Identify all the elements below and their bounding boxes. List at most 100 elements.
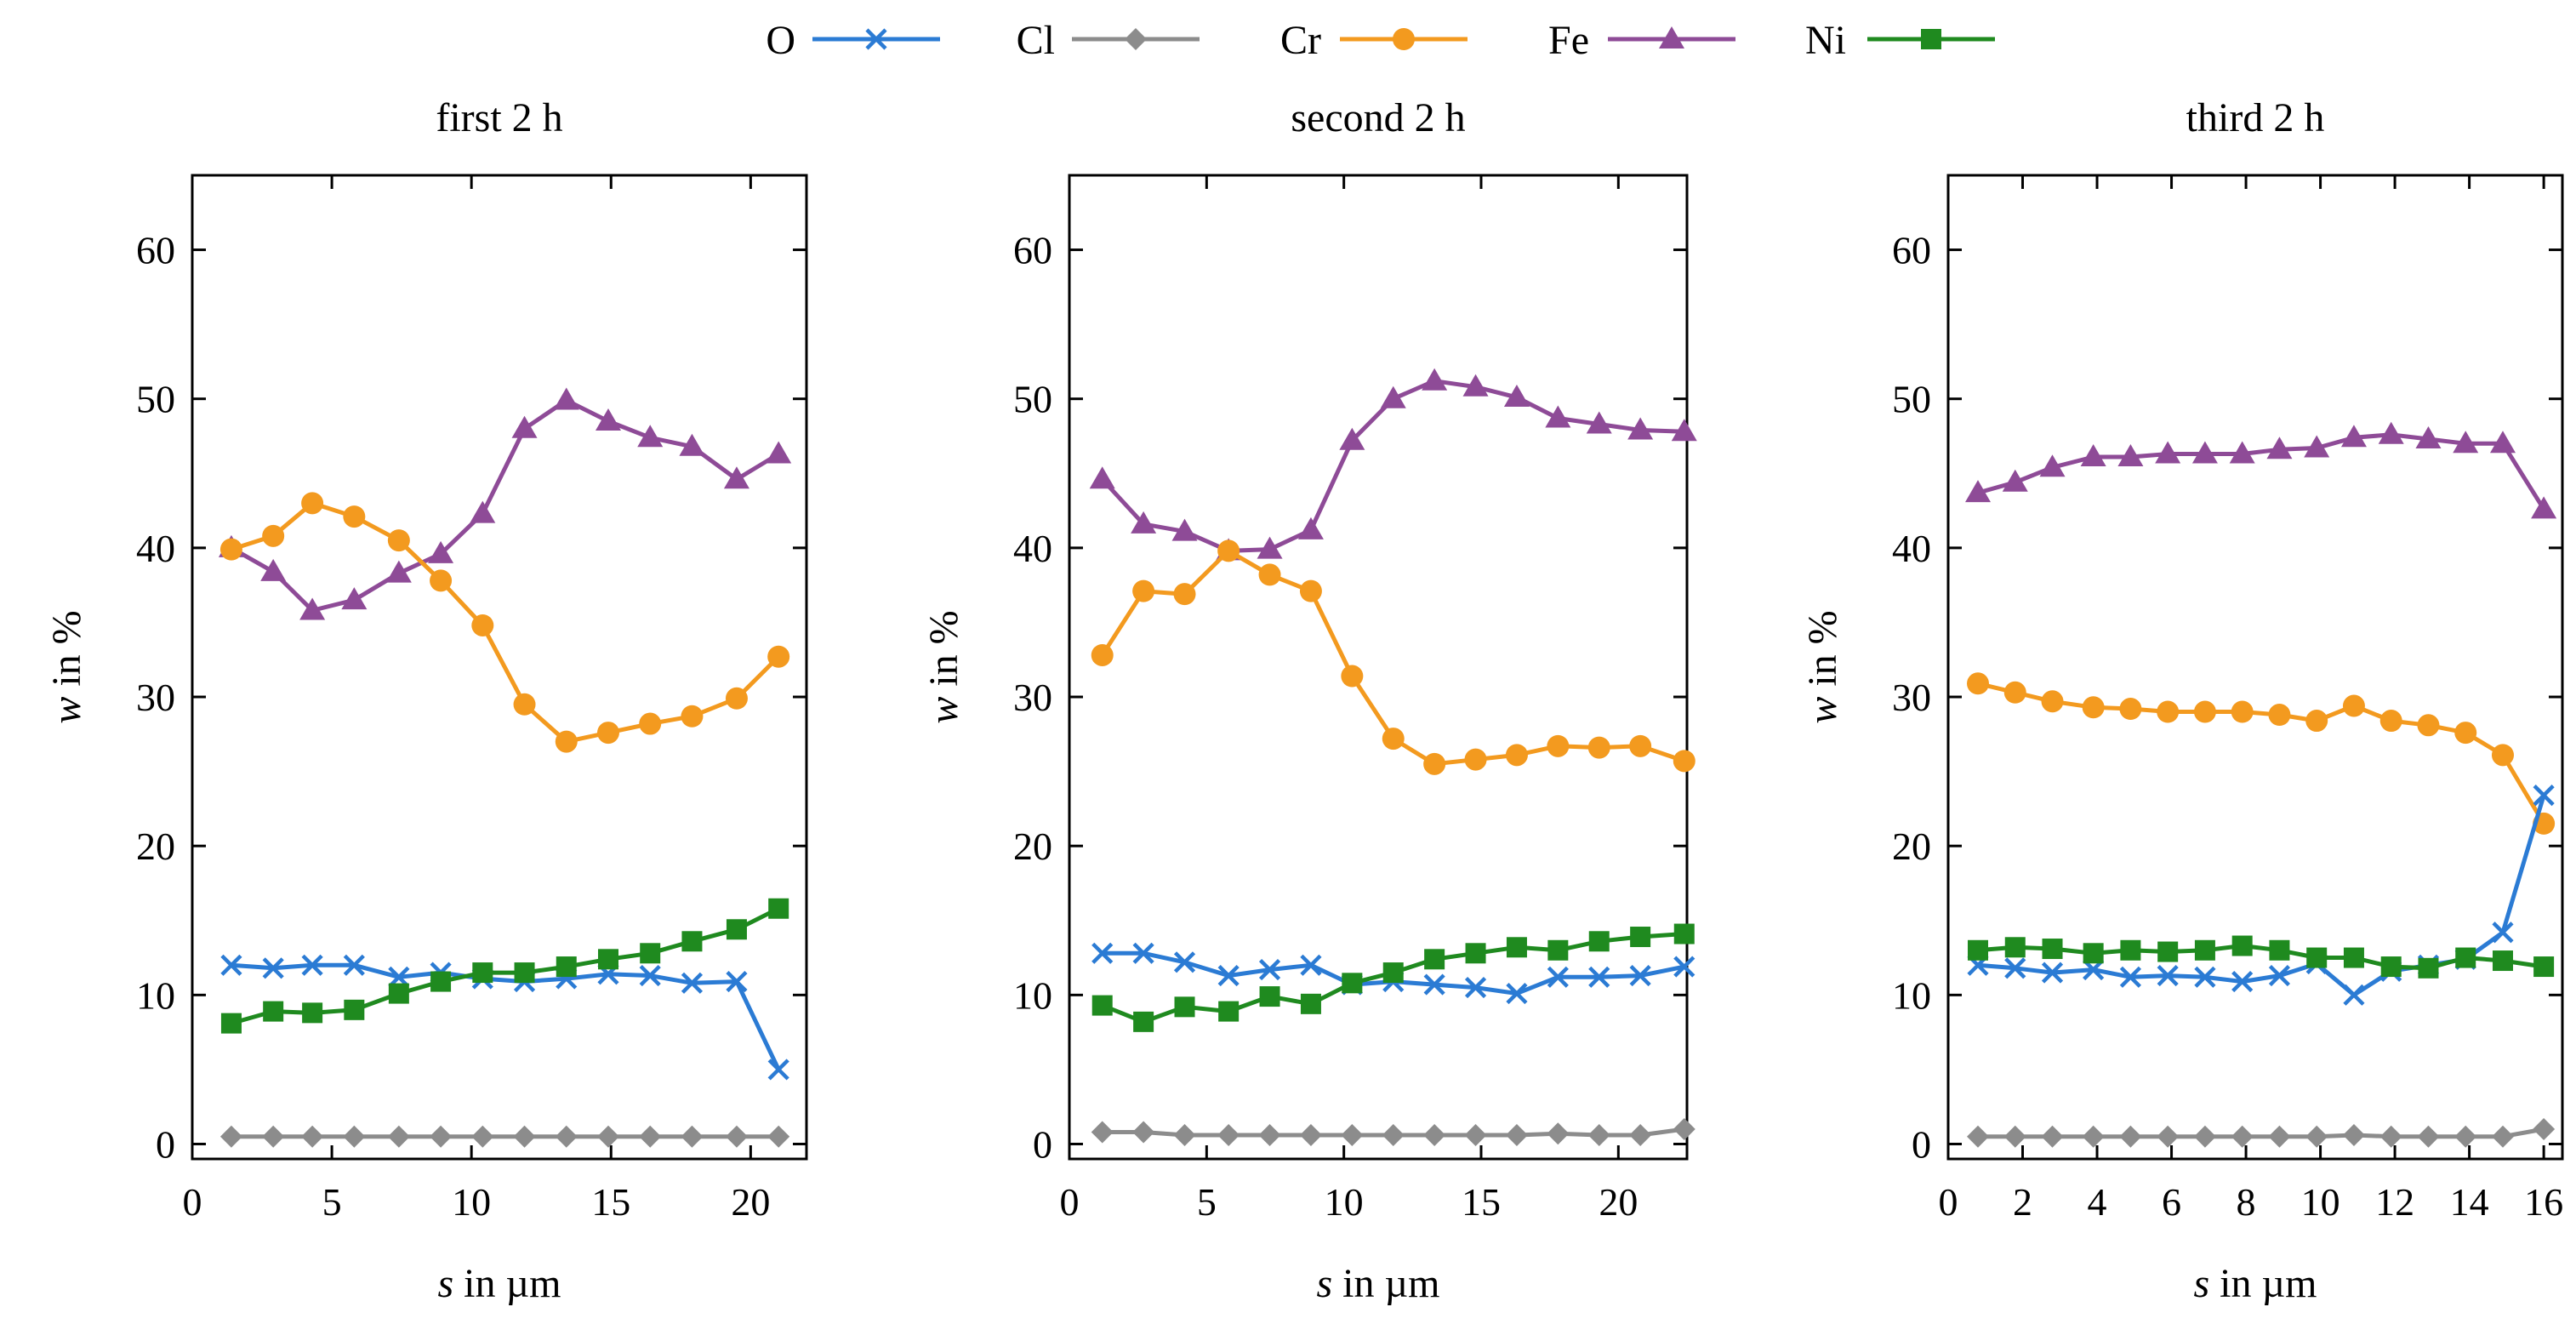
legend-item-cl: Cl: [1017, 18, 1200, 63]
data-point-ni: [430, 971, 452, 992]
data-point-cr: [2417, 714, 2440, 737]
data-point-cr: [1423, 752, 1446, 775]
data-point-cr: [1341, 665, 1364, 688]
x-axis-label: s in µm: [1316, 1261, 1439, 1306]
data-point-cl: [471, 1125, 494, 1148]
series-cr: [219, 492, 790, 753]
data-point-cr: [513, 693, 536, 716]
data-point-fe: [1089, 466, 1115, 489]
data-point-o: [767, 1059, 789, 1081]
data-point-cr: [2491, 744, 2514, 767]
data-point-ni: [1506, 937, 1527, 958]
data-point-o: [2231, 970, 2254, 993]
data-point-cl: [343, 1125, 366, 1148]
data-point-ni: [2533, 956, 2555, 978]
data-point-cr: [2379, 710, 2402, 733]
data-point-ni: [1218, 1001, 1240, 1022]
y-tick-label: 20: [136, 825, 175, 868]
legend-label: O: [766, 18, 795, 63]
x-tick-label: 16: [2524, 1180, 2563, 1224]
panel-1: first 2 h 0 5 10 15 20 0 10 20 30 40 50 60 s in µm w i…: [44, 95, 808, 1306]
data-point-ni: [2004, 937, 2026, 958]
data-point-ni: [2042, 939, 2063, 960]
series-ni: [1968, 935, 2555, 979]
data-point-fe: [2415, 426, 2442, 449]
data-point-o: [1258, 958, 1281, 981]
data-point-cl: [2305, 1125, 2328, 1148]
x-tick-label: 10: [452, 1180, 491, 1224]
data-point-fe: [1297, 516, 1324, 539]
data-point-cl: [2379, 1125, 2402, 1148]
data-point-o: [1506, 982, 1528, 1005]
data-point-cl: [1132, 1121, 1155, 1144]
data-point-cl: [301, 1125, 324, 1148]
legend-label: Ni: [1805, 18, 1846, 63]
data-point-fe: [1380, 385, 1406, 408]
data-point-ni: [1424, 949, 1445, 970]
data-point-cl: [681, 1125, 704, 1148]
data-point-o: [343, 954, 365, 976]
legend-item-fe: Fe: [1548, 18, 1735, 63]
data-point-ni: [1342, 973, 1363, 994]
data-point-fe: [1171, 518, 1198, 541]
series-fe: [218, 387, 792, 620]
data-point-cr: [2193, 700, 2216, 723]
data-point-cr: [2454, 722, 2477, 745]
series-fe: [1089, 368, 1697, 561]
x-tick-label: 12: [2375, 1180, 2414, 1224]
data-point-o: [1132, 942, 1154, 964]
data-point-cl: [2231, 1125, 2254, 1148]
y-tick-label: 50: [1013, 378, 1052, 421]
y-tick-label: 10: [1013, 973, 1052, 1017]
data-point-fe: [723, 466, 749, 489]
data-point-cl: [1091, 1121, 1114, 1144]
y-tick-label: 50: [1892, 378, 1931, 421]
data-point-cl: [725, 1125, 748, 1148]
data-point-cr: [1217, 539, 1240, 562]
x-tick-label: 20: [1599, 1180, 1638, 1224]
data-point-o: [1300, 954, 1322, 976]
data-point-cr: [1132, 579, 1155, 602]
data-point-fe: [2039, 454, 2066, 477]
data-point-ni: [640, 943, 661, 964]
data-point-cr: [1299, 579, 1322, 602]
data-point-ni: [1547, 939, 1569, 961]
data-point-cl: [1217, 1123, 1240, 1146]
data-point-cr: [2082, 696, 2105, 719]
data-point-cr: [725, 687, 748, 710]
data-point-cr: [555, 730, 578, 753]
series-line-cr: [1977, 681, 2546, 825]
data-point-fe: [2489, 431, 2516, 454]
data-point-cl: [1505, 1123, 1528, 1146]
data-point-ni: [1091, 995, 1113, 1016]
data-point-o: [2492, 922, 2514, 944]
data-point-ni: [344, 999, 365, 1020]
data-point-fe: [511, 415, 538, 438]
data-point-fe: [2304, 435, 2330, 458]
x-tick-label: 5: [322, 1180, 342, 1224]
series-line-ni: [1977, 944, 2545, 971]
data-point-cr: [1464, 748, 1487, 771]
y-tick-label: 0: [156, 1122, 175, 1166]
data-point-cl: [513, 1125, 536, 1148]
data-point-cl: [1629, 1123, 1652, 1146]
data-point-ni: [2231, 935, 2253, 956]
data-point-fe: [2453, 431, 2479, 454]
y-tick-label: 40: [1013, 527, 1052, 570]
data-point-fe: [2378, 421, 2404, 444]
y-tick-label: 60: [136, 229, 175, 272]
data-point-ni: [263, 1001, 284, 1022]
data-point-ni: [768, 898, 789, 919]
x-tick-label: 0: [1060, 1180, 1080, 1224]
panel-2: second 2 h 0 5 10 15 20 0 10 20 30 40 50 60 s in µm w …: [921, 95, 1697, 1306]
data-point-fe: [260, 558, 287, 581]
data-point-fe: [595, 408, 621, 431]
data-point-o: [1464, 976, 1487, 999]
data-point-cl: [2041, 1125, 2064, 1148]
data-point-cr: [2305, 710, 2328, 733]
legend-marker-fe: [1659, 26, 1684, 49]
data-point-cl: [555, 1125, 578, 1148]
data-point-fe: [1339, 427, 1365, 450]
series-cr: [1967, 672, 2556, 835]
data-point-o: [1423, 973, 1445, 996]
